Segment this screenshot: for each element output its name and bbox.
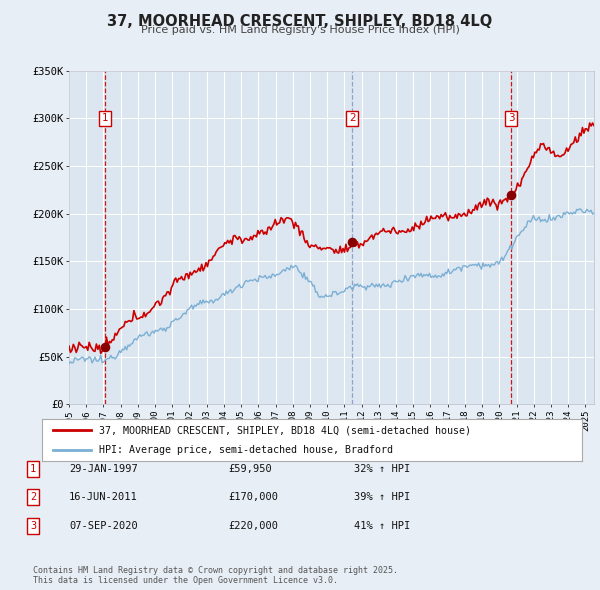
Text: £220,000: £220,000 — [228, 521, 278, 530]
Text: 2: 2 — [349, 113, 356, 123]
Text: 16-JUN-2011: 16-JUN-2011 — [69, 493, 138, 502]
Text: 1: 1 — [30, 464, 36, 474]
Point — [506, 190, 516, 199]
Text: HPI: Average price, semi-detached house, Bradford: HPI: Average price, semi-detached house,… — [98, 445, 392, 455]
Text: Price paid vs. HM Land Registry's House Price Index (HPI): Price paid vs. HM Land Registry's House … — [140, 25, 460, 35]
Text: £59,950: £59,950 — [228, 464, 272, 474]
Text: Contains HM Land Registry data © Crown copyright and database right 2025.
This d: Contains HM Land Registry data © Crown c… — [33, 566, 398, 585]
Text: 1: 1 — [101, 113, 108, 123]
Text: 37, MOORHEAD CRESCENT, SHIPLEY, BD18 4LQ: 37, MOORHEAD CRESCENT, SHIPLEY, BD18 4LQ — [107, 14, 493, 29]
Text: 39% ↑ HPI: 39% ↑ HPI — [354, 493, 410, 502]
Text: 3: 3 — [30, 521, 36, 530]
Text: 29-JAN-1997: 29-JAN-1997 — [69, 464, 138, 474]
Text: 32% ↑ HPI: 32% ↑ HPI — [354, 464, 410, 474]
Text: 37, MOORHEAD CRESCENT, SHIPLEY, BD18 4LQ (semi-detached house): 37, MOORHEAD CRESCENT, SHIPLEY, BD18 4LQ… — [98, 425, 471, 435]
Text: 3: 3 — [508, 113, 515, 123]
Text: 07-SEP-2020: 07-SEP-2020 — [69, 521, 138, 530]
Point — [347, 238, 357, 247]
Point — [100, 342, 110, 352]
Text: £170,000: £170,000 — [228, 493, 278, 502]
Text: 2: 2 — [30, 493, 36, 502]
Text: 41% ↑ HPI: 41% ↑ HPI — [354, 521, 410, 530]
